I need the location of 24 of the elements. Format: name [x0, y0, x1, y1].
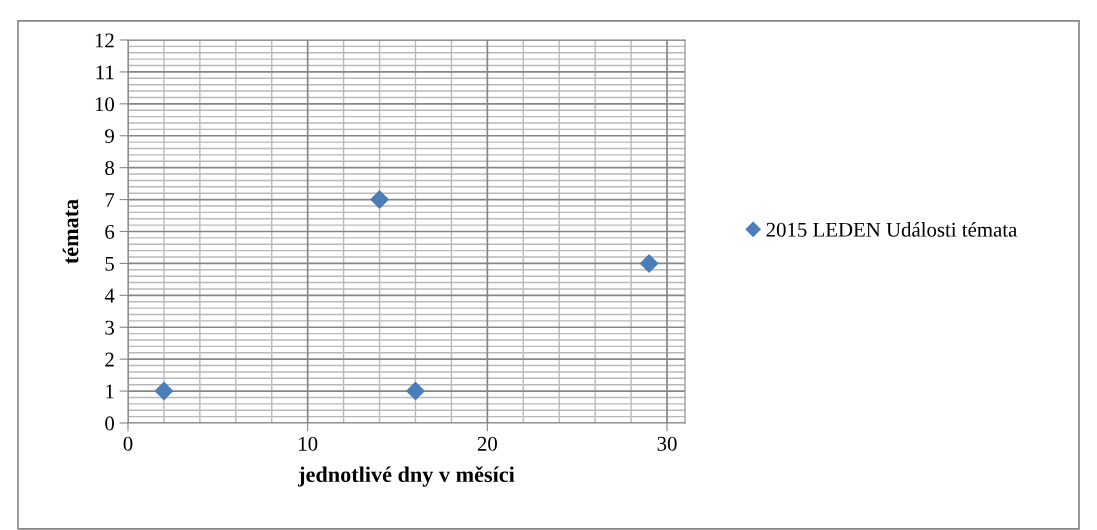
x-tick-label: 10: [299, 436, 318, 451]
y-tick-label: 10: [95, 97, 115, 112]
y-tick-label: 6: [105, 224, 115, 239]
y-tick-label: 9: [105, 129, 114, 144]
x-tick-label: 30: [657, 436, 677, 451]
y-axis-title: témata: [62, 199, 79, 264]
y-tick-label: 4: [104, 288, 115, 303]
x-axis-title: jednotlivé dny v měsíci: [297, 466, 515, 487]
point: [154, 381, 174, 401]
x-tick-label: 0: [123, 436, 133, 451]
y-tick-label: 5: [105, 257, 114, 271]
x-tick-label: 20: [477, 436, 497, 451]
y-tick-label: 3: [105, 320, 114, 335]
y-tick-label: 7: [105, 193, 115, 207]
y-tick-label: 12: [95, 33, 114, 48]
y-tick-label: 2: [105, 352, 114, 367]
y-tick-label: 8: [105, 161, 115, 176]
y-tick-label: 11: [96, 65, 114, 80]
y-tick-label: 1: [106, 384, 114, 399]
point: [639, 254, 659, 273]
legend-label: 2015 LEDEN Události témata: [766, 222, 1018, 237]
y-tick-label: 0: [105, 416, 115, 431]
point: [406, 381, 425, 401]
point: [370, 190, 389, 209]
